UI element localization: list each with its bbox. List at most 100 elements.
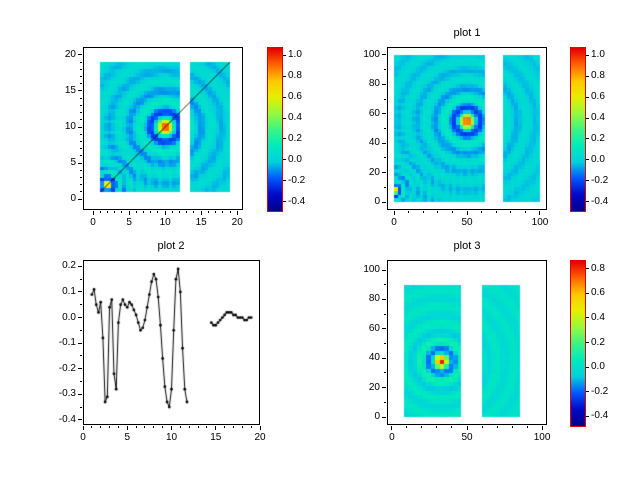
axis-tick-mark — [384, 343, 386, 345]
axis-tick-mark — [128, 211, 130, 215]
axis-tick-mark — [393, 211, 395, 215]
heatmap-canvas-main — [83, 47, 243, 210]
y-tick-label: 60 — [368, 107, 380, 119]
axis-tick-mark — [586, 54, 589, 56]
axis-tick-mark — [586, 117, 589, 119]
axis-tick-mark — [283, 75, 286, 77]
y-tick-label: 0.0 — [62, 311, 76, 323]
axis-tick-mark — [382, 416, 386, 418]
axis-tick-mark — [384, 128, 386, 129]
colorbar-tick-label: -0.4 — [288, 195, 306, 207]
axis-tick-mark — [451, 211, 453, 213]
axis-tick-mark — [586, 75, 589, 77]
x-tick-label: 100 — [531, 217, 549, 228]
colorbar-tick-label: 0.0 — [591, 361, 605, 373]
colorbar-tick-label: 0.8 — [288, 70, 302, 82]
axis-tick-mark — [80, 112, 82, 114]
axis-tick-mark — [382, 54, 386, 56]
axis-tick-mark — [586, 415, 589, 417]
colorbar-tick-label: 1.0 — [591, 49, 605, 61]
axis-tick-mark — [80, 61, 82, 63]
axis-tick-mark — [143, 211, 145, 213]
axis-tick-mark — [384, 186, 386, 188]
axis-tick-mark — [586, 138, 589, 140]
x-tick-label: 100 — [533, 432, 551, 443]
axis-tick-mark — [526, 426, 528, 428]
plot1-title: plot 1 — [453, 27, 481, 39]
x-tick-label: 5 — [126, 217, 132, 228]
axis-tick-mark — [78, 317, 82, 319]
x-tick-label: 0 — [80, 432, 86, 443]
axis-tick-mark — [283, 138, 286, 140]
axis-tick-mark — [382, 269, 386, 271]
axis-tick-mark — [80, 83, 82, 85]
y-tick-label: 5 — [70, 157, 76, 169]
colorbar-canvas-main — [267, 47, 283, 212]
axis-tick-mark — [109, 426, 111, 428]
axis-tick-mark — [586, 391, 589, 393]
y-tick-label: 0 — [70, 193, 76, 205]
axis-tick-mark — [78, 419, 82, 421]
axis-tick-mark — [78, 342, 82, 344]
x-tick-label: 0 — [389, 432, 395, 443]
axis-tick-mark — [259, 426, 261, 430]
axis-tick-mark — [384, 284, 386, 286]
colorbar-tick-label: -0.4 — [591, 195, 609, 207]
axis-tick-mark — [78, 368, 82, 370]
axis-tick-mark — [171, 211, 173, 213]
axis-tick-mark — [197, 426, 199, 428]
axis-tick-mark — [586, 96, 589, 98]
axis-tick-mark — [510, 211, 512, 213]
y-tick-label: 0 — [374, 411, 380, 423]
axis-tick-mark — [80, 191, 82, 193]
axis-tick-mark — [153, 426, 155, 428]
axis-tick-mark — [135, 426, 137, 428]
axis-tick-mark — [382, 357, 386, 359]
axis-tick-mark — [80, 355, 82, 357]
axis-tick-mark — [586, 292, 589, 294]
x-tick-label: 10 — [159, 217, 171, 228]
axis-tick-mark — [206, 426, 208, 428]
axis-tick-mark — [586, 366, 589, 368]
x-tick-label: 15 — [210, 432, 222, 443]
y-tick-label: -0.3 — [58, 388, 76, 400]
line-plot-canvas-plot2 — [83, 260, 260, 425]
plot2-title: plot 2 — [157, 240, 185, 252]
axis-tick-mark — [80, 97, 82, 99]
axis-tick-mark — [80, 184, 82, 186]
x-tick-label: 15 — [195, 217, 207, 228]
axis-tick-mark — [80, 104, 82, 106]
axis-tick-mark — [496, 426, 498, 428]
axis-tick-mark — [382, 201, 386, 203]
axis-tick-mark — [188, 426, 190, 428]
axis-tick-mark — [436, 426, 438, 428]
axis-tick-mark — [421, 426, 423, 428]
axis-tick-mark — [78, 291, 82, 293]
colorbar-tick-label: -0.4 — [591, 410, 609, 422]
axis-tick-mark — [82, 426, 84, 430]
axis-tick-mark — [80, 169, 82, 171]
axis-tick-mark — [481, 211, 483, 213]
x-tick-label: 20 — [231, 217, 243, 228]
axis-tick-mark — [80, 304, 82, 306]
axis-tick-mark — [80, 68, 82, 70]
y-tick-label: 0 — [374, 196, 380, 208]
axis-tick-mark — [80, 119, 82, 121]
axis-tick-mark — [186, 211, 188, 213]
axis-tick-mark — [78, 393, 82, 395]
y-tick-label: -0.2 — [58, 362, 76, 374]
axis-tick-mark — [283, 201, 286, 203]
heatmap-canvas-plot1 — [387, 47, 547, 210]
axis-tick-mark — [406, 426, 408, 428]
y-tick-label: 100 — [363, 264, 380, 275]
axis-tick-mark — [236, 211, 238, 215]
y-tick-label: 20 — [368, 381, 380, 393]
axis-tick-mark — [541, 426, 543, 430]
axis-tick-mark — [586, 180, 589, 182]
axis-tick-mark — [384, 157, 386, 159]
axis-tick-mark — [524, 211, 526, 213]
y-tick-label: 20 — [64, 48, 76, 60]
y-tick-label: -0.4 — [58, 413, 76, 425]
x-tick-label: 50 — [461, 432, 473, 443]
